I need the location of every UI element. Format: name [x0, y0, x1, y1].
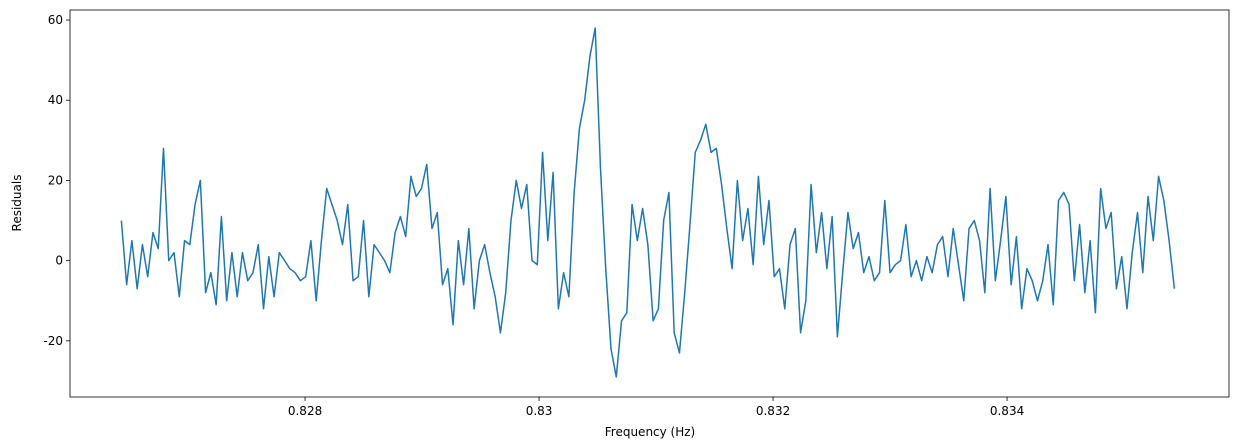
- x-tick-label: 0.832: [756, 404, 790, 418]
- y-tick-label: 40: [48, 93, 63, 107]
- x-tick-label: 0.834: [990, 404, 1024, 418]
- y-tick-label: -20: [43, 334, 63, 348]
- y-tick-label: 0: [55, 254, 63, 268]
- y-tick-label: 60: [48, 13, 63, 27]
- axes-frame: [69, 9, 1230, 398]
- data-line: [120, 27, 1176, 378]
- y-axis-label: Residuals: [10, 175, 24, 232]
- x-tick-label: 0.83: [526, 404, 553, 418]
- x-tick-label: 0.828: [288, 404, 322, 418]
- x-axis-label: Frequency (Hz): [605, 425, 696, 439]
- y-tick-label: 20: [48, 173, 63, 187]
